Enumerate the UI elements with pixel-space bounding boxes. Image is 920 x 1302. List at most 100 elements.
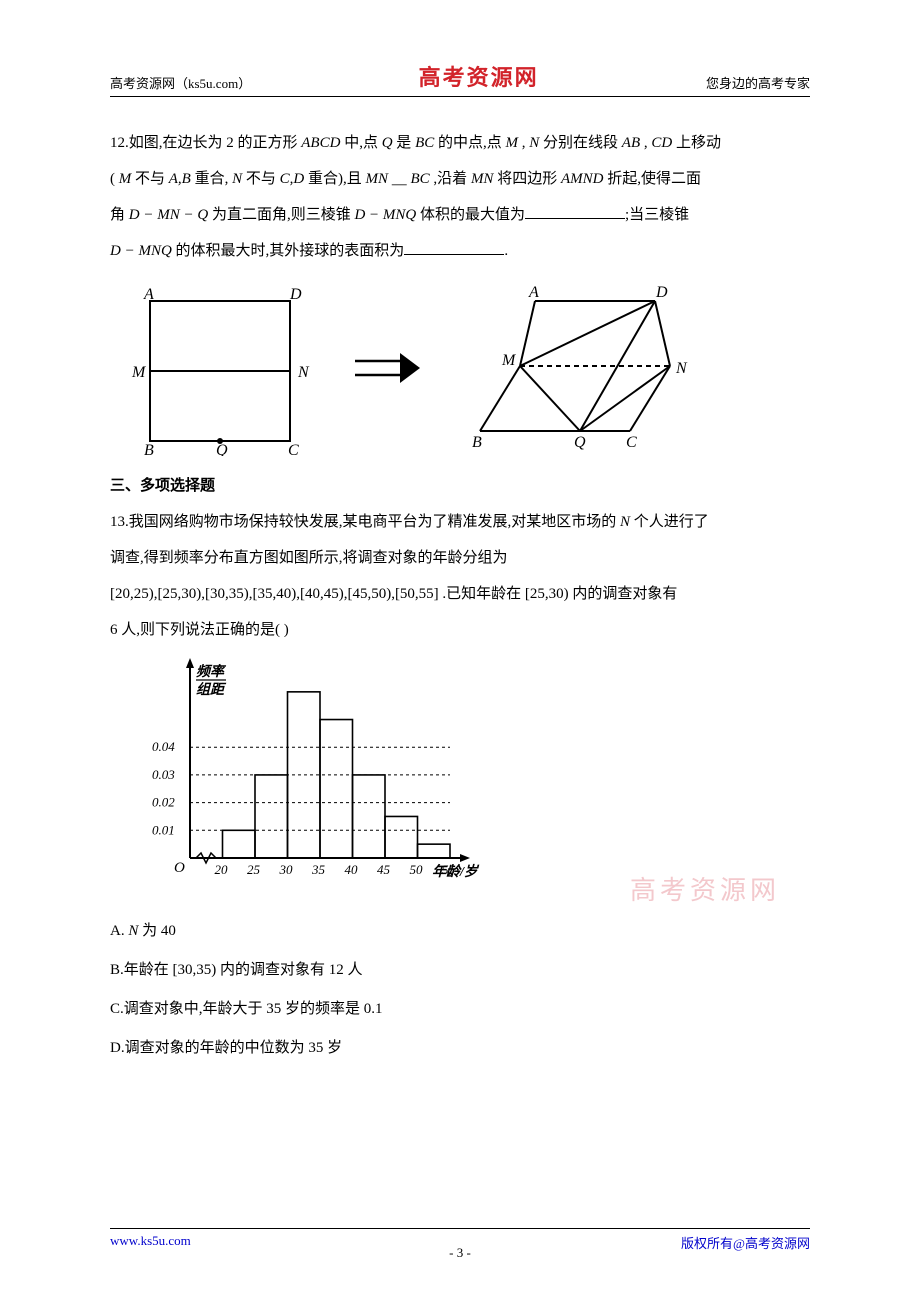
svg-text:40: 40 (345, 862, 359, 877)
text: 不与 (242, 171, 280, 187)
var: M (119, 171, 132, 187)
svg-text:20: 20 (215, 862, 229, 877)
arrow-icon (350, 349, 420, 389)
text: ,沿着 (430, 171, 471, 187)
option-d: D.调查对象的年龄的中位数为 35 岁 (110, 1029, 810, 1068)
text: 重合, (191, 171, 232, 187)
text: 中,点 (340, 135, 381, 151)
text: , (518, 135, 529, 151)
text: 不与 (131, 171, 169, 187)
var-bc: BC (415, 135, 434, 151)
label-c: C (288, 442, 299, 456)
text: 将四边形 (493, 171, 561, 187)
svg-text:35: 35 (311, 862, 326, 877)
label-m: M (131, 364, 147, 381)
svg-text:0.02: 0.02 (152, 795, 175, 810)
var: MN (365, 171, 388, 187)
label-n2: N (675, 360, 688, 377)
header-left: 高考资源网（ks5u.com） (110, 73, 251, 92)
label-c2: C (626, 434, 637, 451)
page-header: 高考资源网（ks5u.com） 高考资源网 您身边的高考专家 (110, 60, 810, 97)
option-b: B.年龄在 [30,35) 内的调查对象有 12 人 (110, 951, 810, 990)
blank-1 (525, 203, 625, 219)
label-q2: Q (574, 434, 586, 451)
svg-text:组距: 组距 (196, 681, 227, 698)
var-q: Q (382, 135, 393, 151)
text: 重合),且 (304, 171, 365, 187)
var-abcd: ABCD (301, 135, 340, 151)
svg-text:55: 55 (442, 862, 456, 877)
text: 的体积最大时,其外接球的表面积为 (172, 243, 405, 259)
histogram: 频率组距年龄/岁O0.010.020.030.04202530354045505… (130, 648, 490, 898)
q12-line1: 12.如图,在边长为 2 的正方形 ABCD 中,点 Q 是 BC 的中点,点 … (110, 125, 810, 161)
label-a: A (143, 286, 154, 303)
label-d: D (289, 286, 302, 303)
figure-square: A D M N B Q C (120, 281, 320, 456)
var: D − MNQ (354, 207, 416, 223)
text: ;当三棱锥 (625, 207, 689, 223)
var-m: M (506, 135, 519, 151)
options: A. N 为 40 B.年龄在 [30,35) 内的调查对象有 12 人 C.调… (110, 912, 810, 1068)
var: D − MN − Q (129, 207, 208, 223)
label-a2: A (528, 284, 539, 301)
text: A. (110, 923, 128, 939)
text: 为直二面角,则三棱锥 (208, 207, 354, 223)
q13-line4: 6 人,则下列说法正确的是( ) (110, 612, 810, 648)
svg-text:45: 45 (377, 862, 391, 877)
page-footer: www.ks5u.com - 3 - 版权所有@高考资源网 (110, 1228, 810, 1252)
text: ⸏ (388, 171, 411, 187)
text: 分别在线段 (539, 135, 622, 151)
var: MN (471, 171, 494, 187)
svg-text:25: 25 (247, 862, 261, 877)
label-d2: D (655, 284, 668, 301)
header-center: 高考资源网 (419, 60, 539, 92)
var-cd: CD (651, 135, 672, 151)
svg-text:年龄/岁: 年龄/岁 (432, 863, 480, 880)
text: 体积的最大值为 (416, 207, 525, 223)
var: BC (411, 171, 430, 187)
label-b: B (144, 442, 154, 456)
q12-line4: D − MNQ 的体积最大时,其外接球的表面积为. (110, 233, 810, 269)
q13-line3: [20,25),[25,30),[30,35),[35,40),[40,45),… (110, 576, 810, 612)
text: 角 (110, 207, 129, 223)
var: A,B (169, 171, 191, 187)
label-b2: B (472, 434, 482, 451)
text: 的中点,点 (434, 135, 505, 151)
svg-text:50: 50 (410, 862, 424, 877)
blank-2 (404, 239, 504, 255)
footer-page-number: - 3 - (110, 1245, 810, 1261)
var: C,D (280, 171, 305, 187)
svg-text:O: O (174, 860, 185, 876)
text: 折起,使得二面 (603, 171, 701, 187)
label-q: Q (216, 442, 228, 456)
figure-folded: A D M N B Q C (450, 281, 710, 456)
label-m2: M (501, 352, 517, 369)
text: 是 (393, 135, 416, 151)
var: AMND (561, 171, 604, 187)
text: 个人进行了 (630, 514, 709, 530)
text: . (504, 243, 508, 259)
svg-text:0.01: 0.01 (152, 822, 175, 837)
option-a: A. N 为 40 (110, 912, 810, 951)
var-n: N (529, 135, 539, 151)
label-n: N (297, 364, 310, 381)
text: 上移动 (672, 135, 721, 151)
var: N (232, 171, 242, 187)
q13-line1: 13.我国网络购物市场保持较快发展,某电商平台为了精准发展,对某地区市场的 N … (110, 504, 810, 540)
text: 为 40 (138, 923, 176, 939)
q12-figures: A D M N B Q C (120, 281, 810, 456)
var-ab: AB (622, 135, 640, 151)
q13-line2: 调查,得到频率分布直方图如图所示,将调查对象的年龄分组为 (110, 540, 810, 576)
svg-text:频率: 频率 (196, 663, 227, 680)
text: , (640, 135, 651, 151)
section-3-title: 三、多项选择题 (110, 468, 810, 504)
svg-text:30: 30 (279, 862, 294, 877)
q12-line3: 角 D − MN − Q 为直二面角,则三棱锥 D − MNQ 体积的最大值为;… (110, 197, 810, 233)
text: 13.我国网络购物市场保持较快发展,某电商平台为了精准发展,对某地区市场的 (110, 514, 620, 530)
var: N (128, 923, 138, 939)
header-right: 您身边的高考专家 (706, 73, 810, 92)
var-n: N (620, 514, 630, 530)
svg-text:0.03: 0.03 (152, 767, 175, 782)
option-c: C.调查对象中,年龄大于 35 岁的频率是 0.1 (110, 990, 810, 1029)
text: ( (110, 171, 119, 187)
